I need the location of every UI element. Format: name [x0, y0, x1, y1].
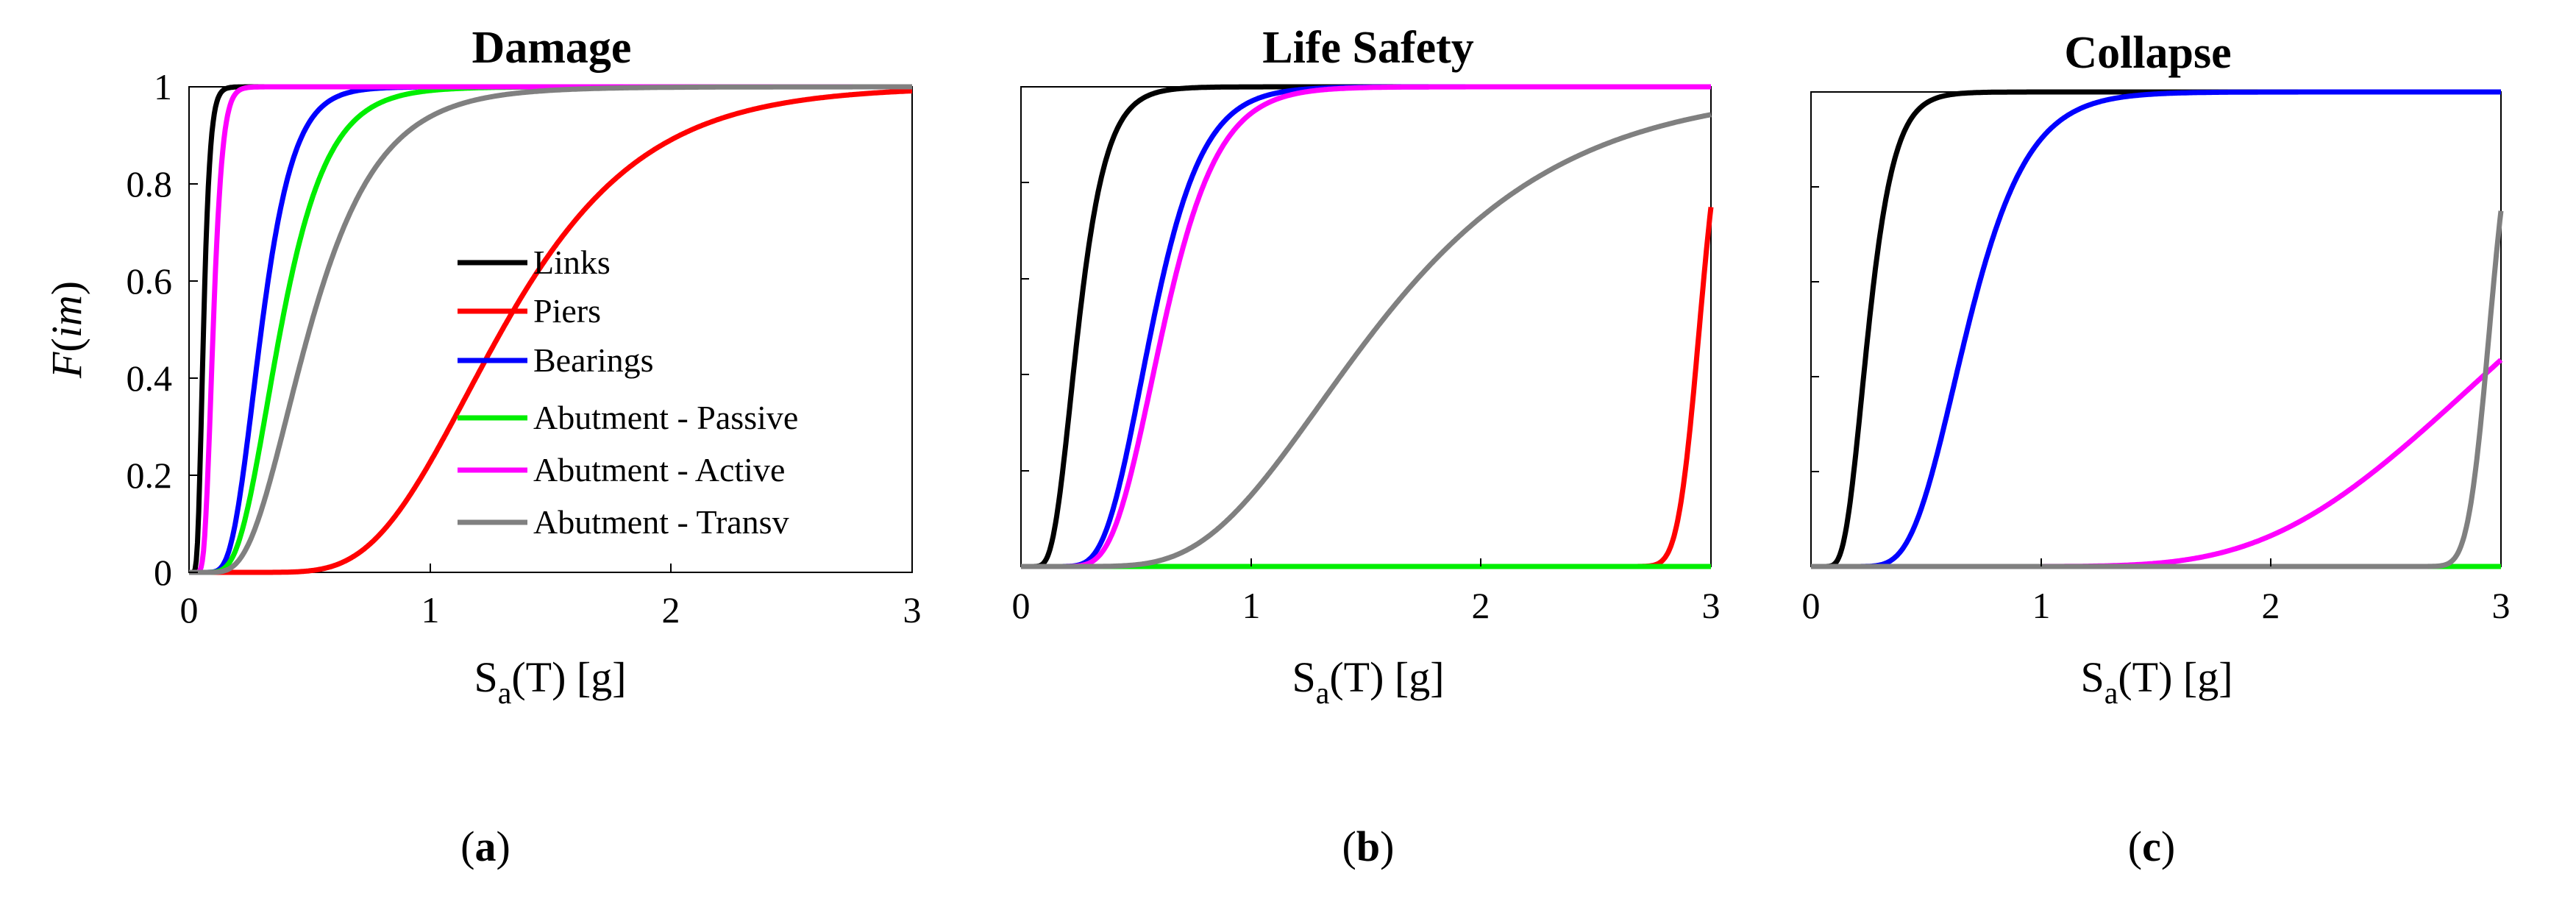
legend: Links Piers Bearings Abutment - Passive …	[458, 244, 798, 541]
ytick-label: 0.2	[127, 455, 173, 496]
ytick-label: 0	[154, 552, 172, 593]
panel-collapse-title: Collapse	[2064, 28, 2231, 78]
panel-collapse: Collapse 0 1 2 3 Sa(T) [g]	[1802, 28, 2511, 711]
xtick-label: 1	[1242, 585, 1261, 626]
series-line-links	[1810, 89, 2502, 569]
panel-life-safety-curves	[1020, 84, 1714, 569]
xtick-label: 2	[2262, 585, 2280, 626]
panel-life-safety: Life Safety 0 1 2 3 Sa(T) [g]	[1012, 23, 1721, 711]
series-line-bearings	[188, 84, 914, 575]
series-line-bearings	[1810, 89, 2502, 569]
y-axis-label: F(im)	[43, 281, 90, 379]
xtick-label: 3	[903, 589, 922, 630]
series-line-abutment-active	[1020, 84, 1712, 569]
xtick-label: 3	[2492, 585, 2511, 626]
x-axis-label: Sa(T) [g]	[2080, 653, 2232, 711]
panel-collapse-curves	[1810, 89, 2504, 569]
series-line-abutment-active	[188, 84, 914, 575]
legend-label: Abutment - Transv	[533, 503, 789, 541]
panel-damage-axes	[188, 86, 913, 573]
legend-label: Abutment - Active	[533, 451, 785, 488]
series-line-abutment-transv	[1020, 112, 1712, 569]
series-line-piers	[188, 88, 914, 575]
series-line-abutment-passive	[188, 84, 914, 575]
ytick-label: 0.6	[127, 260, 173, 302]
subfigure-label-b: (b)	[1342, 822, 1395, 870]
xtick-label: 1	[421, 589, 440, 630]
series-line-abutment-transv	[188, 84, 914, 575]
xtick-label: 0	[1012, 585, 1031, 626]
legend-label: Piers	[533, 292, 601, 330]
xtick-label: 0	[1802, 585, 1821, 626]
panel-collapse-axes	[1810, 91, 2502, 567]
ytick-label: 1	[154, 66, 172, 107]
xtick-label: 2	[1472, 585, 1490, 626]
subfigure-label-c: (c)	[2128, 822, 2175, 870]
subfigure-label-a: (a)	[460, 822, 510, 870]
legend-label: Bearings	[533, 341, 654, 379]
legend-label: Links	[533, 244, 611, 281]
panel-life-safety-title: Life Safety	[1262, 23, 1474, 73]
xtick-label: 0	[180, 589, 199, 630]
panel-damage-curves	[188, 84, 914, 575]
series-line-abutment-active	[1810, 358, 2503, 569]
xtick-label: 1	[2032, 585, 2051, 626]
panel-damage: Damage 0 0.2 0.4 0.6 0.8 1 0 1 2 3 Sa(T)…	[43, 23, 922, 711]
legend-label: Abutment - Passive	[533, 399, 798, 436]
series-line-links	[188, 84, 914, 575]
ytick-label: 0.8	[127, 163, 173, 205]
x-axis-label: Sa(T) [g]	[1292, 653, 1444, 711]
series-line-abutment-transv	[1810, 210, 2504, 569]
panel-damage-title: Damage	[472, 23, 632, 73]
xtick-label: 2	[662, 589, 680, 630]
series-line-piers	[1020, 207, 1714, 569]
xtick-label: 3	[1702, 585, 1721, 626]
x-axis-label: Sa(T) [g]	[474, 653, 626, 711]
ytick-label: 0.4	[127, 358, 173, 399]
